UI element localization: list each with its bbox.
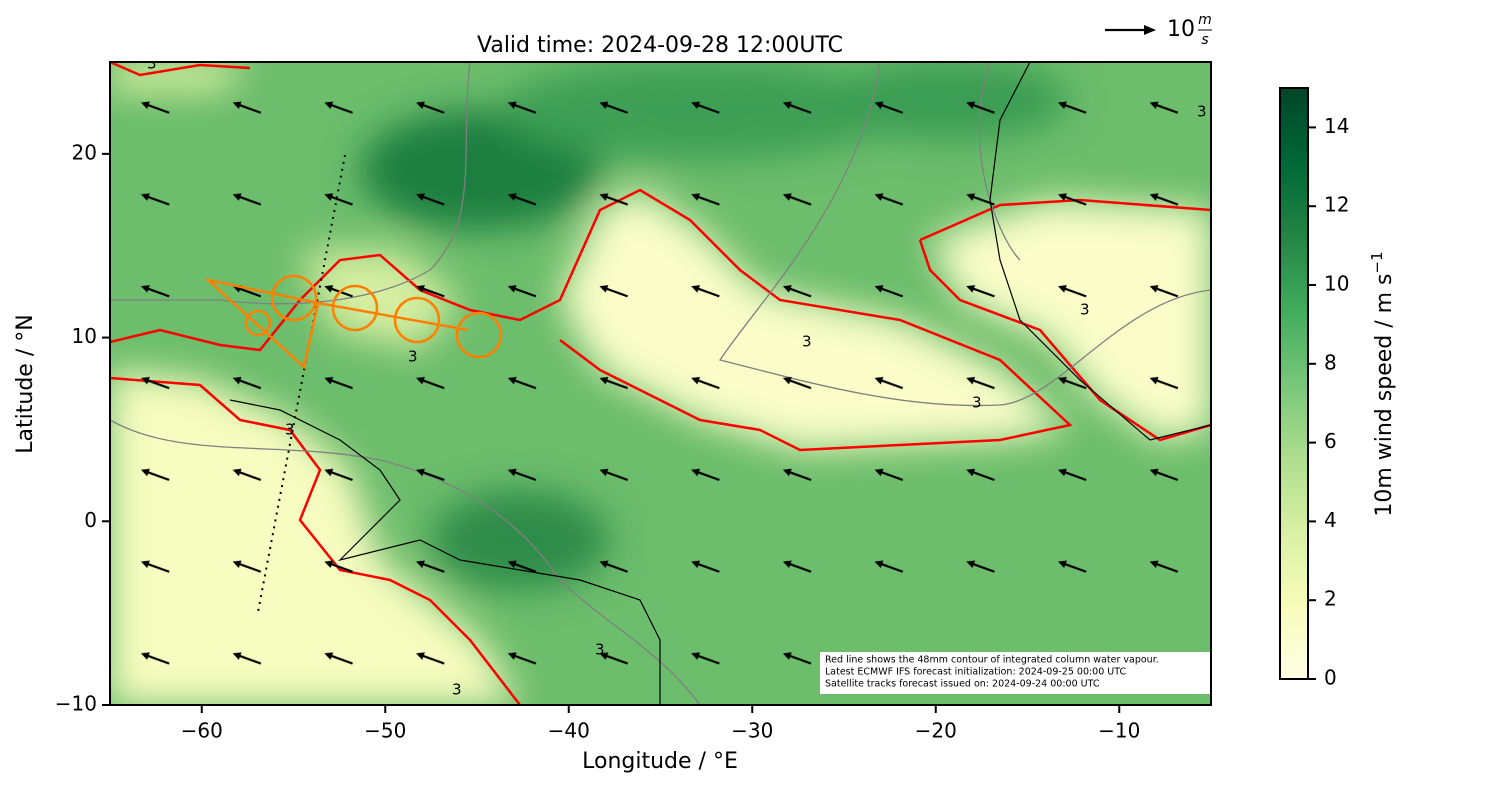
x-tick-label: −40 [548,719,590,743]
note: Red line shows the 48mm contour of integ… [825,655,1159,690]
vector-key: 10 m s [1105,12,1212,48]
contour-label: 3 [595,641,605,659]
contour-label: 3 [972,394,982,412]
satellite-swaths [203,274,503,370]
contour-label: 3 [408,348,418,366]
x-tick-label: −30 [731,719,773,743]
x-tick-label: −50 [364,719,406,743]
note-box [820,652,1211,694]
map-field: 3 3 3 3 3 3 3 3 3 Red line shows the 48m… [110,55,1211,705]
key-unit: m [1198,12,1212,28]
note-line: Satellite tracks forecast issued on: 202… [825,679,1100,690]
colorbar-tick-label: 0 [1324,666,1337,690]
colorbar-tick-label: 4 [1324,508,1337,532]
note-line: Latest ECMWF IFS forecast initialization… [825,667,1126,678]
map-frame [109,61,1212,706]
contour-label: 3 [1197,103,1207,121]
wind-vectors [110,62,1211,705]
key-value: 10 [1167,17,1195,42]
colorbar-tick-label: 2 [1324,587,1337,611]
x-tick-label: −20 [915,719,957,743]
contour-label: 3 [1080,301,1090,319]
colorbar-tick-label: 8 [1324,350,1337,374]
colorbar-tick-label: 6 [1324,429,1337,453]
contour-label: 3 [147,55,157,73]
x-tick-label: −60 [181,719,223,743]
note-line: Red line shows the 48mm contour of integ… [825,655,1159,666]
contour-label: 3 [802,333,812,351]
y-axis-label: Latitude / °N [13,314,38,453]
y-tick-label: 0 [84,508,97,532]
colorbar-label-text: 10m wind speed / m s [1372,273,1397,516]
colorbar-label-sup: −1 [1368,251,1386,273]
y-tick-label: −10 [55,692,97,716]
colorbar-tick-label: 12 [1324,193,1349,217]
contour-labels: 3 3 3 3 3 3 3 3 3 [147,55,1207,699]
contour-label: 3 [285,421,295,439]
title: Valid time: 2024-09-28 12:00UTC [477,33,843,58]
x-axis-label: Longitude / °E [582,749,738,774]
satellite-track [257,154,346,613]
x-tick-label: −10 [1098,719,1140,743]
colorbar-tick-label: 14 [1324,114,1349,138]
contour-label: 3 [452,681,462,699]
colorbar-tick-label: 10 [1324,272,1349,296]
y-tick-label: 20 [72,140,97,164]
colorbar-label: 10m wind speed / m s−1 [1368,251,1398,516]
y-tick-label: 10 [72,324,97,348]
key-arrowhead [1144,25,1156,35]
key-unit: s [1201,32,1208,48]
colorbar [1279,87,1309,680]
